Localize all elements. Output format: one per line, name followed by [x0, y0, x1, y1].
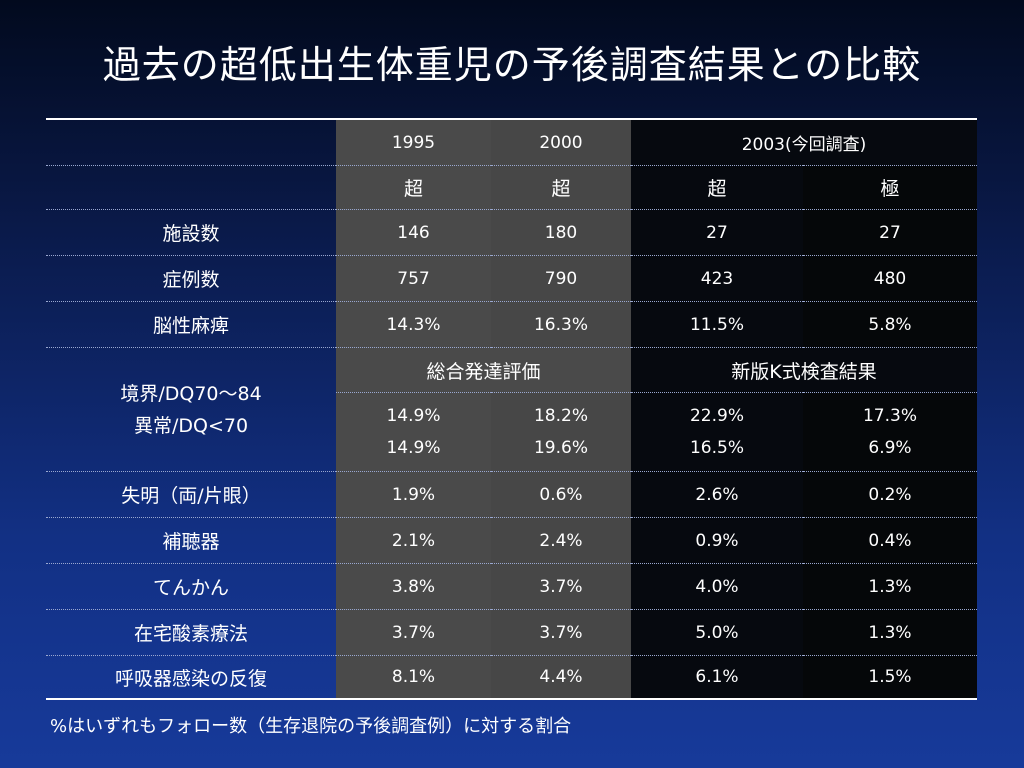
- footnote: %はいずれもフォロー数（生存退院の予後調査例）に対する割合: [50, 716, 572, 737]
- row-label: 補聴器: [46, 517, 336, 564]
- table-row-dq-subheader: 境界/DQ70～84 異常/DQ<70 総合発達評価 新版K式検査結果: [46, 347, 977, 472]
- cell-1995: 8.1%: [336, 655, 491, 699]
- cell-1995: 757: [336, 255, 491, 302]
- cell-2003-cho: 6.1%: [631, 655, 803, 699]
- header-cho-2003: 超: [631, 165, 803, 210]
- cell-2000: 16.3%: [491, 301, 631, 348]
- cell-1995: 3.7%: [336, 609, 491, 656]
- row-label: てんかん: [46, 563, 336, 610]
- comparison-table: 1995 2000 2003(今回調査) 超 超 超 極 施設数 146 180…: [46, 118, 977, 700]
- cell-borderline: 14.9%: [386, 406, 441, 426]
- cell-1995: 1.9%: [336, 471, 491, 518]
- cell-2003-goku: 27: [803, 209, 977, 256]
- cell-abnormal: 6.9%: [868, 438, 912, 458]
- cell-abnormal: 14.9%: [386, 438, 441, 458]
- row-label: 症例数: [46, 255, 336, 302]
- table-row-home-oxygen: 在宅酸素療法 3.7% 3.7% 5.0% 1.3%: [46, 609, 977, 656]
- header-empty-cell: [46, 119, 336, 166]
- cell-2003-cho: 5.0%: [631, 609, 803, 656]
- table-row-hearing-aid: 補聴器 2.1% 2.4% 0.9% 0.4%: [46, 517, 977, 564]
- cell-2000: 3.7%: [491, 609, 631, 656]
- table-row-dq: 14.9% 14.9% 18.2% 19.6% 22.9% 16.5% 17.3…: [46, 392, 977, 472]
- cell-2000: 4.4%: [491, 655, 631, 699]
- dq-label-borderline: 境界/DQ70～84: [120, 382, 262, 405]
- table-row-cerebral-palsy: 脳性麻痺 14.3% 16.3% 11.5% 5.8%: [46, 301, 977, 348]
- cell-2000: 790: [491, 255, 631, 302]
- table-row-respiratory: 呼吸器感染の反復 8.1% 4.4% 6.1% 1.5%: [46, 655, 977, 699]
- table-row-facilities: 施設数 146 180 27 27: [46, 209, 977, 256]
- cell-2003-goku: 480: [803, 255, 977, 302]
- row-label: 失明（両/片眼）: [46, 471, 336, 518]
- cell-1995: 14.9% 14.9%: [336, 392, 491, 472]
- header-year-2003: 2003(今回調査): [631, 119, 977, 166]
- subheader-overall-development: 総合発達評価: [336, 347, 631, 393]
- cell-2003-goku: 1.3%: [803, 563, 977, 610]
- subheader-kyoto-scale: 新版K式検査結果: [631, 347, 977, 393]
- cell-1995: 3.8%: [336, 563, 491, 610]
- header-cho-1995: 超: [336, 165, 491, 210]
- table-row-epilepsy: てんかん 3.8% 3.7% 4.0% 1.3%: [46, 563, 977, 610]
- header-goku-2003: 極: [803, 165, 977, 210]
- table-row-cases: 症例数 757 790 423 480: [46, 255, 977, 302]
- row-label: 呼吸器感染の反復: [114, 667, 267, 690]
- table-row-blindness: 失明（両/片眼） 1.9% 0.6% 2.6% 0.2%: [46, 471, 977, 518]
- cell-2003-goku: 1.3%: [803, 609, 977, 656]
- header-row-category: 超 超 超 極: [46, 165, 977, 210]
- cell-2003-cho: 2.6%: [631, 471, 803, 518]
- cell-2003-goku: 5.8%: [803, 301, 977, 348]
- slide-title: 過去の超低出生体重児の予後調査結果との比較: [102, 43, 922, 87]
- cell-1995: 2.1%: [336, 517, 491, 564]
- row-label: 施設数: [46, 209, 336, 256]
- cell-2000: 180: [491, 209, 631, 256]
- cell-1995: 146: [336, 209, 491, 256]
- cell-2003-cho: 4.0%: [631, 563, 803, 610]
- cell-2003-goku: 17.3% 6.9%: [803, 392, 977, 472]
- dq-label-abnormal: 異常/DQ<70: [133, 414, 249, 437]
- row-label-dq: 境界/DQ70～84 異常/DQ<70: [46, 347, 336, 472]
- row-label: 脳性麻痺: [46, 301, 336, 348]
- cell-2000: 0.6%: [491, 471, 631, 518]
- header-year-1995: 1995: [336, 119, 491, 166]
- cell-2003-goku: 0.4%: [803, 517, 977, 564]
- row-label: 在宅酸素療法: [46, 609, 336, 656]
- cell-2003-goku: 0.2%: [803, 471, 977, 518]
- cell-2000: 3.7%: [491, 563, 631, 610]
- cell-1995: 14.3%: [336, 301, 491, 348]
- cell-2003-cho: 27: [631, 209, 803, 256]
- header-empty-cell: [46, 165, 336, 210]
- header-row-years: 1995 2000 2003(今回調査): [46, 119, 977, 166]
- cell-2000: 18.2% 19.6%: [491, 392, 631, 472]
- cell-2003-cho: 11.5%: [631, 301, 803, 348]
- cell-abnormal: 19.6%: [533, 438, 588, 458]
- header-year-2000: 2000: [491, 119, 631, 166]
- cell-2003-goku: 1.5%: [803, 655, 977, 699]
- cell-2003-cho: 22.9% 16.5%: [631, 392, 803, 472]
- cell-borderline: 18.2%: [533, 406, 588, 426]
- cell-borderline: 22.9%: [689, 406, 744, 426]
- cell-2003-cho: 423: [631, 255, 803, 302]
- header-cho-2000: 超: [491, 165, 631, 210]
- cell-borderline: 17.3%: [862, 406, 917, 426]
- cell-abnormal: 16.5%: [689, 438, 744, 458]
- cell-2003-cho: 0.9%: [631, 517, 803, 564]
- cell-2000: 2.4%: [491, 517, 631, 564]
